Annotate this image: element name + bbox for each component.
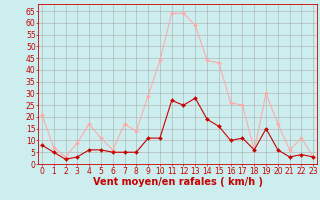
- X-axis label: Vent moyen/en rafales ( km/h ): Vent moyen/en rafales ( km/h ): [92, 177, 263, 187]
